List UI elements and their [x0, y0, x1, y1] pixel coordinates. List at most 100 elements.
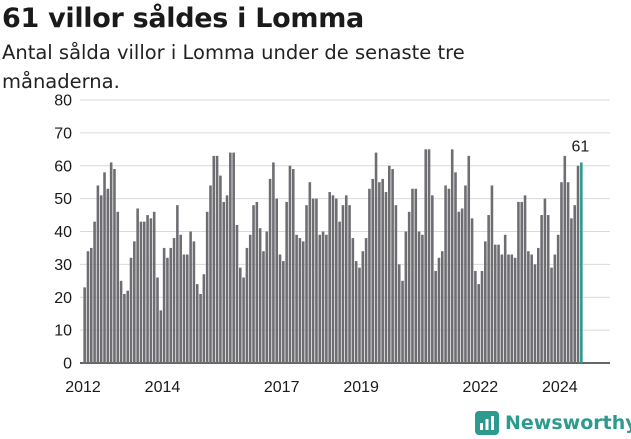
bar — [543, 198, 547, 363]
bar — [440, 251, 444, 363]
bar — [202, 274, 206, 363]
bar — [540, 215, 543, 363]
bar — [421, 234, 424, 363]
bar — [341, 205, 345, 363]
bar — [368, 188, 371, 363]
data-labels: 61 — [571, 138, 589, 155]
bar — [99, 195, 103, 363]
y-tick-label: 10 — [54, 323, 72, 340]
bar — [331, 195, 335, 363]
bar — [388, 165, 391, 363]
bar — [338, 221, 341, 363]
bar — [427, 149, 431, 363]
bar — [570, 218, 573, 363]
bar — [527, 251, 530, 363]
bar — [96, 185, 100, 363]
chart-title: 61 villor såldes i Lomma — [2, 3, 364, 34]
bar — [298, 238, 302, 363]
bar — [179, 234, 182, 363]
bar — [315, 198, 318, 363]
bar — [500, 254, 504, 363]
bar — [477, 284, 480, 363]
brand-name: Newsworthy — [505, 412, 631, 434]
x-tick-label: 2019 — [343, 379, 379, 396]
bar — [149, 218, 153, 363]
x-tick-label: 2024 — [542, 379, 578, 396]
bar — [490, 185, 494, 363]
bar — [242, 277, 245, 363]
bar — [358, 267, 361, 363]
bar — [546, 215, 550, 363]
bar — [444, 185, 447, 363]
bar — [328, 192, 331, 363]
bar — [189, 231, 192, 363]
bar — [169, 247, 173, 363]
bar — [116, 211, 120, 363]
bar — [407, 211, 411, 363]
bar — [533, 264, 537, 363]
bar — [391, 169, 394, 363]
bar — [123, 293, 126, 363]
bar — [563, 155, 567, 363]
bar — [560, 182, 563, 363]
bar — [467, 155, 471, 363]
bar — [238, 267, 242, 363]
bar — [245, 247, 249, 363]
bar — [235, 224, 239, 363]
bar — [192, 241, 196, 363]
bar — [172, 238, 176, 363]
bar — [460, 208, 464, 363]
bar — [83, 287, 86, 363]
bar — [222, 201, 226, 363]
bar — [351, 238, 355, 363]
bar — [397, 264, 401, 363]
bar — [424, 149, 428, 363]
y-tick-label: 0 — [63, 356, 72, 373]
bar — [262, 251, 265, 363]
newsworthy-icon — [475, 411, 499, 435]
bar — [318, 234, 322, 363]
bar — [129, 257, 133, 363]
bar — [434, 270, 437, 363]
newsworthy-logo: Newsworthy — [475, 408, 631, 438]
bar — [381, 178, 384, 363]
bar — [291, 169, 295, 363]
bar — [556, 234, 560, 363]
bar — [146, 215, 149, 363]
bar — [394, 205, 398, 363]
bar — [335, 198, 338, 363]
bar — [285, 201, 288, 363]
bar — [576, 165, 580, 363]
bar — [119, 280, 123, 363]
bar — [348, 205, 351, 363]
bar — [93, 221, 96, 363]
bar — [162, 247, 166, 363]
bar — [417, 231, 421, 363]
bar — [325, 234, 328, 363]
bar — [374, 152, 378, 363]
bar — [139, 221, 143, 363]
bar — [103, 172, 106, 363]
bar — [480, 270, 484, 363]
bar — [152, 211, 156, 363]
bar — [573, 205, 577, 363]
bar — [384, 192, 388, 363]
bar — [126, 290, 129, 363]
bar — [176, 205, 179, 363]
bar — [265, 231, 269, 363]
x-tick-label: 2012 — [65, 379, 101, 396]
bar — [513, 257, 517, 363]
bar — [195, 284, 199, 363]
x-axis-ticks: 2012 2014 2017 2019 2022 2024 — [65, 379, 578, 396]
bar — [503, 234, 507, 363]
x-tick-label: 2017 — [264, 379, 300, 396]
bar — [205, 211, 209, 363]
bar — [109, 162, 113, 363]
bar — [378, 182, 381, 363]
bar — [215, 155, 219, 363]
bar — [431, 195, 434, 363]
bar — [305, 205, 308, 363]
bar — [497, 244, 500, 363]
bar — [86, 251, 90, 363]
bar — [186, 254, 189, 363]
